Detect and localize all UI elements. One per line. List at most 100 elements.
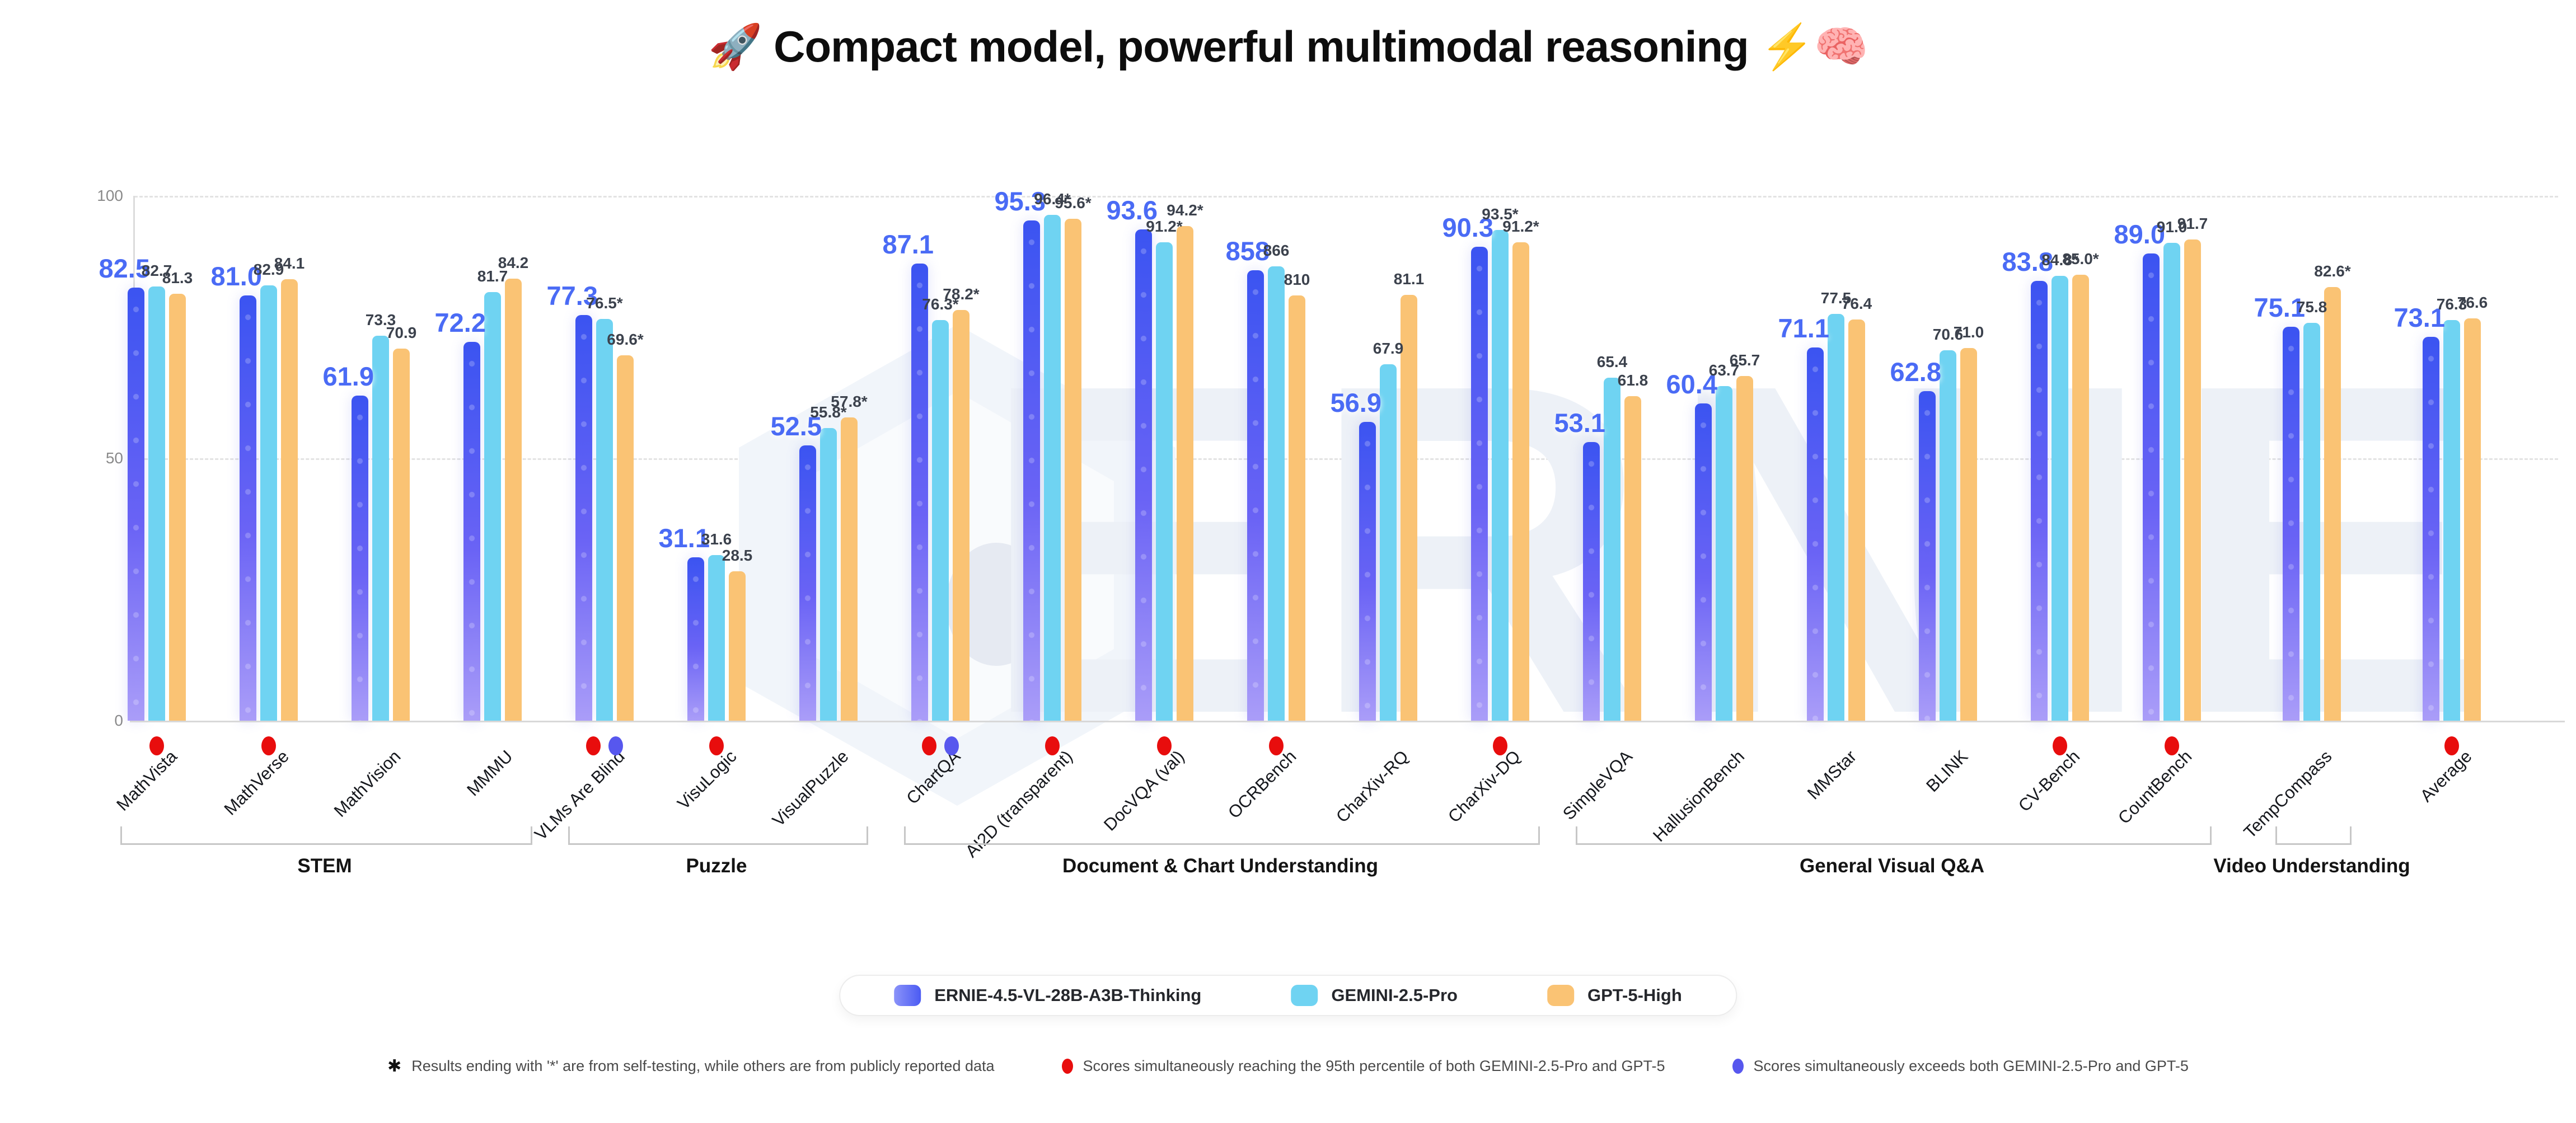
bar-ernie-AI2D (transparent) bbox=[1023, 220, 1040, 721]
group-bracket-Video Understanding bbox=[2275, 826, 2352, 845]
value-label-ernie: 62.8 bbox=[1890, 356, 1941, 387]
value-label-ernie: 89.0 bbox=[2114, 219, 2165, 250]
bar-gpt-TempCompass bbox=[2324, 287, 2341, 721]
value-label-ernie: 60.4 bbox=[1666, 369, 1717, 400]
marker-red-dot bbox=[1157, 736, 1172, 755]
x-tick-MMMU: MMMU bbox=[463, 746, 517, 800]
bar-ernie-CountBench bbox=[2143, 253, 2160, 721]
bar-gpt-MMStar bbox=[1848, 319, 1865, 721]
value-label-ernie: 72.2 bbox=[434, 307, 486, 337]
value-label-gemini: 866 bbox=[1263, 241, 1290, 259]
value-label-ernie: 77.3 bbox=[546, 280, 598, 311]
value-label-gemini: 67.9 bbox=[1373, 340, 1404, 358]
x-tick-MMStar: MMStar bbox=[1803, 746, 1860, 804]
legend-label: GPT-5-High bbox=[1587, 985, 1682, 1005]
value-label-ernie: 87.1 bbox=[882, 229, 934, 259]
x-tick-DocVQA (val): DocVQA (val) bbox=[1100, 746, 1188, 835]
value-label-ernie: 75.1 bbox=[2254, 292, 2305, 322]
value-label-ernie: 858 bbox=[1225, 236, 1270, 266]
red-dot-icon bbox=[1061, 1059, 1073, 1074]
value-label-gpt: 810 bbox=[1284, 271, 1310, 289]
y-tick-100: 100 bbox=[97, 187, 123, 204]
value-label-ernie: 61.9 bbox=[322, 361, 374, 392]
bar-gemini-CharXiv-DQ bbox=[1492, 229, 1509, 721]
bar-gemini-BLINK bbox=[1940, 350, 1956, 721]
bar-gemini-SimpleVQA bbox=[1604, 377, 1620, 721]
group-label-Document & Chart Understanding: Document & Chart Understanding bbox=[1062, 855, 1378, 877]
value-label-gemini: 75.8 bbox=[2296, 298, 2327, 316]
x-tick-CV-Bench: CV-Bench bbox=[2015, 746, 2084, 816]
bar-ernie-DocVQA (val) bbox=[1135, 229, 1152, 721]
value-label-gemini: 76.5* bbox=[586, 294, 623, 312]
footnote-red-dot: Scores simultaneously reaching the 95th … bbox=[1061, 1058, 1665, 1075]
gridline-100 bbox=[134, 196, 2558, 198]
value-label-gpt: 57.8* bbox=[831, 392, 868, 410]
legend-label: GEMINI-2.5-Pro bbox=[1331, 985, 1458, 1005]
value-label-gemini: 81.7 bbox=[477, 267, 508, 285]
value-label-gemini: 91.0 bbox=[2156, 218, 2188, 236]
bar-gpt-VLMs Are Blind bbox=[617, 355, 634, 721]
x-tick-ChartQA: ChartQA bbox=[902, 746, 964, 809]
x-tick-CharXiv-RQ: CharXiv-RQ bbox=[1332, 746, 1412, 826]
y-tick-50: 50 bbox=[105, 449, 123, 467]
chart-title: 🚀 Compact model, powerful multimodal rea… bbox=[708, 22, 1868, 71]
marker-red-dot bbox=[922, 736, 936, 755]
value-label-gpt: 61.8 bbox=[1617, 372, 1648, 389]
footnotes: ✱ Results ending with '*' are from self-… bbox=[0, 1056, 2576, 1076]
value-label-gpt: 70.9 bbox=[386, 323, 417, 341]
bar-gpt-BLINK bbox=[1960, 348, 1977, 721]
legend-label: ERNIE-4.5-VL-28B-A3B-Thinking bbox=[934, 985, 1202, 1005]
marker-blue-dot bbox=[608, 736, 623, 755]
footnote-self-testing: ✱ Results ending with '*' are from self-… bbox=[387, 1056, 994, 1076]
bar-gpt-CharXiv-RQ bbox=[1401, 295, 1417, 721]
bar-gpt-CharXiv-DQ bbox=[1512, 242, 1529, 721]
marker-red-dot bbox=[1269, 736, 1284, 755]
value-label-ernie: 73.1 bbox=[2394, 303, 2445, 333]
x-axis-line bbox=[130, 721, 2565, 722]
x-tick-CharXiv-DQ: CharXiv-DQ bbox=[1444, 746, 1524, 826]
gridline-50 bbox=[134, 458, 2558, 460]
value-label-ernie: 81.0 bbox=[210, 261, 262, 292]
marker-red-dot bbox=[2165, 736, 2179, 755]
bar-gpt-CountBench bbox=[2184, 239, 2201, 721]
x-tick-MathVista: MathVista bbox=[112, 746, 181, 815]
marker-red-dot bbox=[1045, 736, 1060, 755]
x-tick-SimpleVQA: SimpleVQA bbox=[1558, 746, 1636, 824]
value-label-ernie: 53.1 bbox=[1554, 407, 1605, 438]
value-label-gpt: 69.6* bbox=[607, 331, 644, 349]
bar-gemini-ChartQA bbox=[932, 320, 949, 721]
bar-gpt-CV-Bench bbox=[2072, 274, 2089, 721]
value-label-gemini: 31.6 bbox=[701, 530, 732, 548]
value-label-gemini: 70.6 bbox=[1932, 325, 1964, 343]
value-label-gpt: 94.2* bbox=[1167, 201, 1203, 219]
marker-red-dot bbox=[709, 736, 724, 755]
x-tick-MathVerse: MathVerse bbox=[220, 746, 293, 819]
bar-ernie-VisualPuzzle bbox=[799, 445, 816, 721]
group-bracket-General Visual Q&A bbox=[1576, 826, 2212, 845]
bar-ernie-Average bbox=[2423, 337, 2439, 721]
bar-gemini-VisualPuzzle bbox=[820, 427, 837, 721]
footnote-text: Results ending with '*' are from self-te… bbox=[411, 1058, 995, 1074]
bar-gemini-TempCompass bbox=[2303, 322, 2320, 721]
bar-ernie-OCRBench bbox=[1247, 270, 1264, 721]
x-tick-VisualPuzzle: VisualPuzzle bbox=[768, 746, 853, 830]
group-label-General Visual Q&A: General Visual Q&A bbox=[1799, 855, 1985, 877]
y-tick-0: 0 bbox=[114, 712, 123, 729]
bar-gemini-MathVision bbox=[372, 336, 389, 721]
bar-ernie-VLMs Are Blind bbox=[575, 314, 592, 721]
bar-ernie-BLINK bbox=[1919, 391, 1936, 721]
marker-red-dot bbox=[1493, 736, 1507, 755]
bar-ernie-MMStar bbox=[1807, 347, 1824, 721]
asterisk-icon: ✱ bbox=[387, 1057, 402, 1075]
marker-blue-dot bbox=[944, 736, 959, 755]
marker-red-dot bbox=[2444, 736, 2459, 755]
group-bracket-Puzzle bbox=[568, 826, 868, 845]
value-label-gpt: 82.6* bbox=[2314, 262, 2351, 280]
bar-gemini-OCRBench bbox=[1268, 266, 1285, 721]
value-label-gemini: 63.7 bbox=[1708, 361, 1740, 379]
value-label-gemini: 77.5 bbox=[1820, 289, 1852, 307]
bar-gemini-AI2D (transparent) bbox=[1044, 214, 1061, 721]
marker-red-dot bbox=[261, 736, 276, 755]
x-tick-VisuLogic: VisuLogic bbox=[673, 746, 741, 814]
